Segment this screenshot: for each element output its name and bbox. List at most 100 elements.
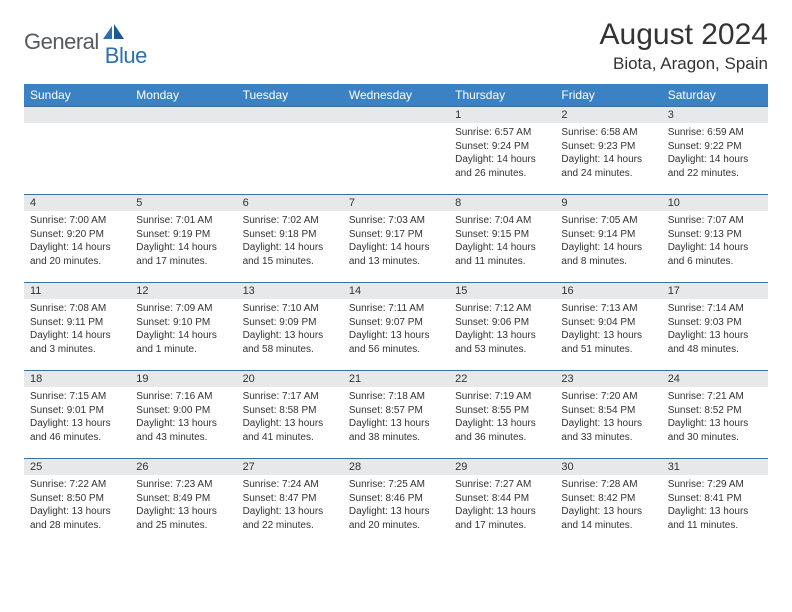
calendar-page: General Blue August 2024 Biota, Aragon, … xyxy=(0,0,792,557)
day-info-line: Sunrise: 7:02 AM xyxy=(243,214,337,228)
day-number: 2 xyxy=(555,107,661,123)
day-number: 21 xyxy=(343,371,449,387)
day-info-line: Sunrise: 7:09 AM xyxy=(136,302,230,316)
day-info-line: Sunrise: 7:24 AM xyxy=(243,478,337,492)
day-info-line: and 1 minute. xyxy=(136,343,230,357)
day-body: Sunrise: 7:10 AMSunset: 9:09 PMDaylight:… xyxy=(237,299,343,360)
calendar-body: 1Sunrise: 6:57 AMSunset: 9:24 PMDaylight… xyxy=(24,107,768,547)
day-body: Sunrise: 7:14 AMSunset: 9:03 PMDaylight:… xyxy=(662,299,768,360)
day-info-line: and 14 minutes. xyxy=(561,519,655,533)
day-info-line: and 33 minutes. xyxy=(561,431,655,445)
calendar-cell: 23Sunrise: 7:20 AMSunset: 8:54 PMDayligh… xyxy=(555,371,661,459)
day-info-line: Sunrise: 7:29 AM xyxy=(668,478,762,492)
calendar-cell xyxy=(237,107,343,195)
day-body: Sunrise: 7:11 AMSunset: 9:07 PMDaylight:… xyxy=(343,299,449,360)
day-info-line: Daylight: 13 hours xyxy=(668,505,762,519)
day-info-line: Sunset: 8:47 PM xyxy=(243,492,337,506)
calendar-week-row: 11Sunrise: 7:08 AMSunset: 9:11 PMDayligh… xyxy=(24,283,768,371)
day-info-line: Sunrise: 6:58 AM xyxy=(561,126,655,140)
day-info-line: Daylight: 13 hours xyxy=(668,417,762,431)
calendar-cell: 6Sunrise: 7:02 AMSunset: 9:18 PMDaylight… xyxy=(237,195,343,283)
day-info-line: Sunset: 9:11 PM xyxy=(30,316,124,330)
weekday-header: Thursday xyxy=(449,84,555,107)
calendar-cell: 1Sunrise: 6:57 AMSunset: 9:24 PMDaylight… xyxy=(449,107,555,195)
day-body: Sunrise: 7:02 AMSunset: 9:18 PMDaylight:… xyxy=(237,211,343,272)
day-body: Sunrise: 6:58 AMSunset: 9:23 PMDaylight:… xyxy=(555,123,661,184)
header: General Blue August 2024 Biota, Aragon, … xyxy=(24,18,768,74)
day-info-line: Sunrise: 7:08 AM xyxy=(30,302,124,316)
calendar-cell: 25Sunrise: 7:22 AMSunset: 8:50 PMDayligh… xyxy=(24,459,130,547)
day-body: Sunrise: 7:07 AMSunset: 9:13 PMDaylight:… xyxy=(662,211,768,272)
calendar-cell: 17Sunrise: 7:14 AMSunset: 9:03 PMDayligh… xyxy=(662,283,768,371)
calendar-cell: 27Sunrise: 7:24 AMSunset: 8:47 PMDayligh… xyxy=(237,459,343,547)
calendar-table: SundayMondayTuesdayWednesdayThursdayFrid… xyxy=(24,84,768,547)
calendar-cell xyxy=(24,107,130,195)
day-body: Sunrise: 7:01 AMSunset: 9:19 PMDaylight:… xyxy=(130,211,236,272)
day-info-line: Sunrise: 7:18 AM xyxy=(349,390,443,404)
day-info-line: Sunset: 8:42 PM xyxy=(561,492,655,506)
day-info-line: Daylight: 13 hours xyxy=(243,417,337,431)
day-number: 7 xyxy=(343,195,449,211)
calendar-cell: 8Sunrise: 7:04 AMSunset: 9:15 PMDaylight… xyxy=(449,195,555,283)
calendar-cell: 11Sunrise: 7:08 AMSunset: 9:11 PMDayligh… xyxy=(24,283,130,371)
day-info-line: Daylight: 13 hours xyxy=(561,329,655,343)
day-body xyxy=(24,123,130,130)
calendar-cell: 26Sunrise: 7:23 AMSunset: 8:49 PMDayligh… xyxy=(130,459,236,547)
day-number: 20 xyxy=(237,371,343,387)
day-info-line: Daylight: 13 hours xyxy=(243,329,337,343)
day-info-line: Sunset: 9:22 PM xyxy=(668,140,762,154)
day-info-line: Sunrise: 7:27 AM xyxy=(455,478,549,492)
day-number: 25 xyxy=(24,459,130,475)
calendar-cell: 4Sunrise: 7:00 AMSunset: 9:20 PMDaylight… xyxy=(24,195,130,283)
calendar-cell: 5Sunrise: 7:01 AMSunset: 9:19 PMDaylight… xyxy=(130,195,236,283)
day-info-line: Daylight: 14 hours xyxy=(668,241,762,255)
day-info-line: and 41 minutes. xyxy=(243,431,337,445)
day-info-line: and 46 minutes. xyxy=(30,431,124,445)
calendar-cell: 24Sunrise: 7:21 AMSunset: 8:52 PMDayligh… xyxy=(662,371,768,459)
day-info-line: Daylight: 14 hours xyxy=(561,241,655,255)
day-info-line: Sunrise: 7:21 AM xyxy=(668,390,762,404)
calendar-week-row: 4Sunrise: 7:00 AMSunset: 9:20 PMDaylight… xyxy=(24,195,768,283)
day-info-line: and 17 minutes. xyxy=(455,519,549,533)
day-info-line: Daylight: 14 hours xyxy=(30,241,124,255)
day-info-line: Sunset: 9:13 PM xyxy=(668,228,762,242)
calendar-cell xyxy=(343,107,449,195)
day-info-line: Sunset: 9:00 PM xyxy=(136,404,230,418)
day-body: Sunrise: 7:05 AMSunset: 9:14 PMDaylight:… xyxy=(555,211,661,272)
calendar-cell: 31Sunrise: 7:29 AMSunset: 8:41 PMDayligh… xyxy=(662,459,768,547)
day-number: 12 xyxy=(130,283,236,299)
day-info-line: and 48 minutes. xyxy=(668,343,762,357)
day-info-line: Sunrise: 7:14 AM xyxy=(668,302,762,316)
day-body: Sunrise: 7:13 AMSunset: 9:04 PMDaylight:… xyxy=(555,299,661,360)
day-info-line: Daylight: 13 hours xyxy=(455,417,549,431)
day-body xyxy=(237,123,343,130)
day-info-line: Daylight: 14 hours xyxy=(243,241,337,255)
day-info-line: Sunrise: 7:15 AM xyxy=(30,390,124,404)
day-info-line: Sunrise: 7:00 AM xyxy=(30,214,124,228)
day-info-line: and 20 minutes. xyxy=(30,255,124,269)
calendar-cell: 16Sunrise: 7:13 AMSunset: 9:04 PMDayligh… xyxy=(555,283,661,371)
day-body: Sunrise: 7:21 AMSunset: 8:52 PMDaylight:… xyxy=(662,387,768,448)
day-info-line: Daylight: 13 hours xyxy=(455,329,549,343)
title-block: August 2024 Biota, Aragon, Spain xyxy=(600,18,768,74)
day-body xyxy=(130,123,236,130)
day-info-line: Sunrise: 7:22 AM xyxy=(30,478,124,492)
day-info-line: and 22 minutes. xyxy=(243,519,337,533)
day-info-line: and 24 minutes. xyxy=(561,167,655,181)
day-info-line: and 3 minutes. xyxy=(30,343,124,357)
day-info-line: Sunset: 8:50 PM xyxy=(30,492,124,506)
day-info-line: Sunset: 9:03 PM xyxy=(668,316,762,330)
day-info-line: Sunset: 9:07 PM xyxy=(349,316,443,330)
day-info-line: and 11 minutes. xyxy=(668,519,762,533)
weekday-header: Friday xyxy=(555,84,661,107)
day-body: Sunrise: 7:22 AMSunset: 8:50 PMDaylight:… xyxy=(24,475,130,536)
day-number xyxy=(130,107,236,123)
day-info-line: and 38 minutes. xyxy=(349,431,443,445)
day-body: Sunrise: 7:24 AMSunset: 8:47 PMDaylight:… xyxy=(237,475,343,536)
calendar-cell: 21Sunrise: 7:18 AMSunset: 8:57 PMDayligh… xyxy=(343,371,449,459)
day-info-line: Daylight: 13 hours xyxy=(561,505,655,519)
day-info-line: Daylight: 14 hours xyxy=(30,329,124,343)
day-body: Sunrise: 7:28 AMSunset: 8:42 PMDaylight:… xyxy=(555,475,661,536)
calendar-cell: 14Sunrise: 7:11 AMSunset: 9:07 PMDayligh… xyxy=(343,283,449,371)
calendar-cell: 12Sunrise: 7:09 AMSunset: 9:10 PMDayligh… xyxy=(130,283,236,371)
